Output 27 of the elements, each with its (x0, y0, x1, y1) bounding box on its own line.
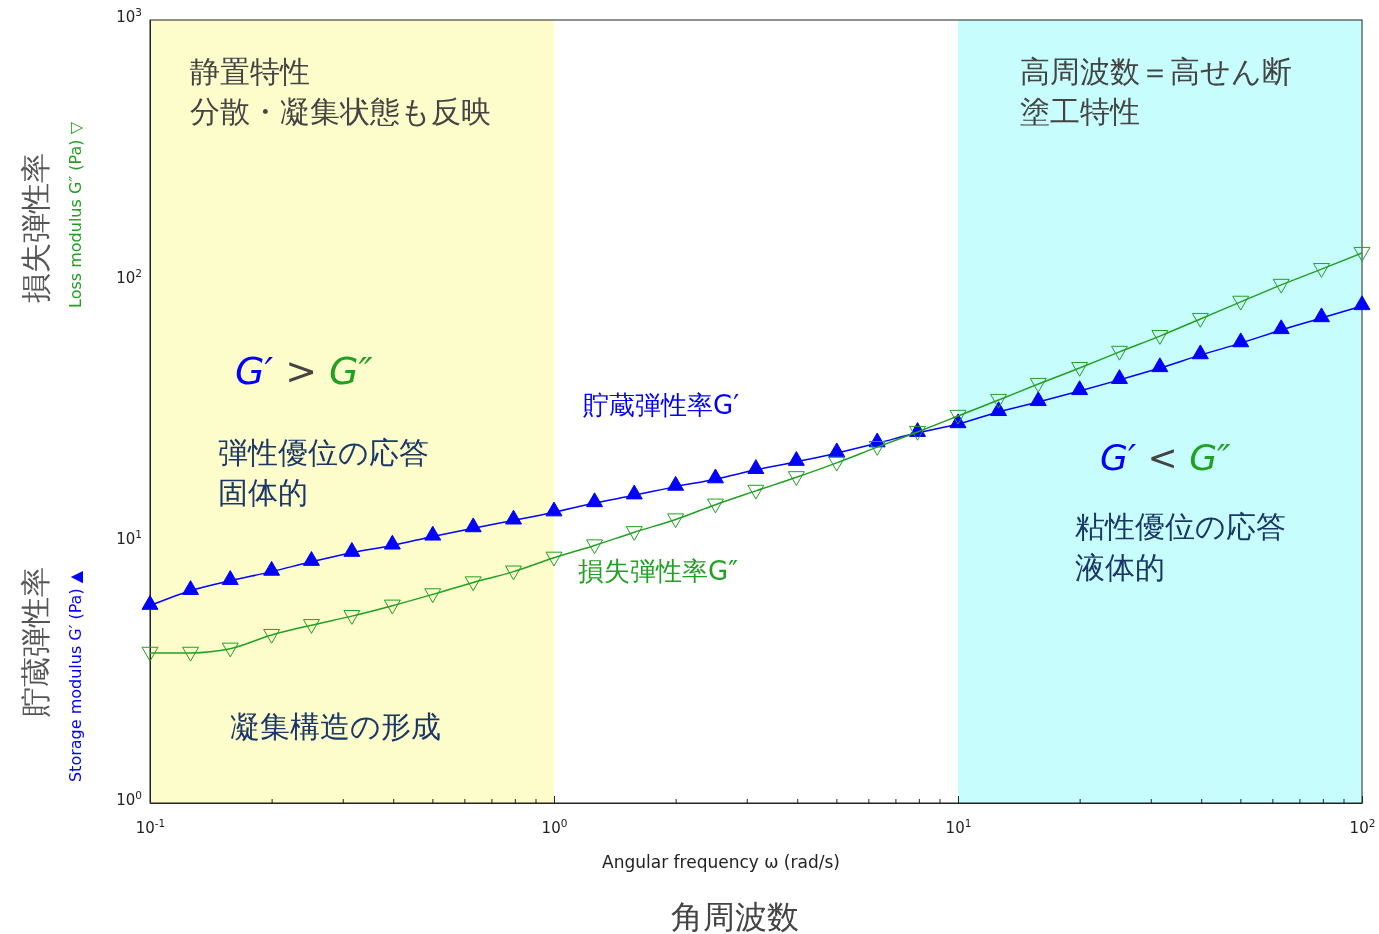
annotation: 粘性優位の応答 (1075, 509, 1286, 544)
y2-axis-title: Loss modulus G″ (Pa) ▽ (66, 121, 85, 308)
text: 角周波数 (671, 898, 799, 934)
annotation: 塗工特性 (1020, 94, 1140, 129)
text: 貯蔵弾性率 (18, 567, 53, 717)
annotation: 分散・凝集状態も反映 (190, 94, 491, 129)
series-label: 損失弾性率G″ (578, 556, 739, 586)
annotation: G′ > G″ (235, 349, 373, 393)
series-label: 貯蔵弾性率G′ (583, 390, 740, 420)
x-tick-label: 10$^{2}$ (1349, 817, 1376, 837)
y-tick-label: 10$^{0}$ (116, 789, 142, 809)
y-tick-label: 10$^{1}$ (116, 528, 142, 548)
annotation: 静置特性 (190, 54, 310, 89)
x-tick-label: 10$^{1}$ (945, 817, 972, 837)
annotation: 固体的 (218, 475, 308, 510)
x-tick-label: 10$^{-1}$ (135, 817, 166, 837)
annotation: 液体的 (1075, 550, 1165, 585)
y-axis-title: Storage modulus G′ (Pa) ▲ (66, 570, 85, 783)
y-tick-label: 10$^{2}$ (116, 267, 142, 287)
annotation: G′ < G″ (1100, 437, 1232, 478)
annotation: 高周波数＝高せん断 (1020, 54, 1292, 89)
text: 損失弾性率 (18, 153, 53, 303)
annotation: 凝集構造の形成 (230, 709, 441, 744)
annotation: 弾性優位の応答 (218, 435, 429, 470)
x-axis-title: Angular frequency ω (rad/s) (602, 852, 840, 872)
y-tick-label: 10$^{3}$ (116, 6, 142, 26)
x-tick-label: 10$^{0}$ (541, 817, 568, 837)
